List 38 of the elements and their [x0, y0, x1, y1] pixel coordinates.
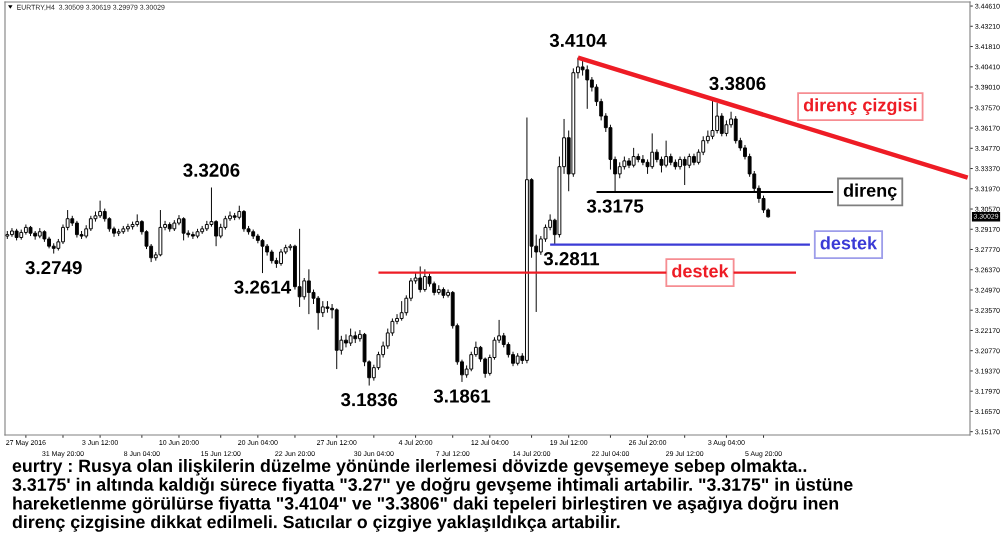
candlestick — [5, 230, 10, 240]
annotation: 3.1861 — [433, 389, 491, 403]
annotation: 3.1836 — [340, 393, 398, 407]
candlestick — [181, 216, 186, 241]
text: eurtry : Rusya olan ilişkilerin düzelme yönünde ilerlemesi dövizde gevşemeye sebep olmakta.. 3.3175' in altında kaldığı sürece fiyatta "3.27" ye doğru gevşeme ihtimali artabilir. "3.3175" in üstüne hareketlenme görülürse fiyatta "3.4104" ve "3.3806" daki tepeleri birleştiren ve aşağıya doğru inen direnç çizgisine dikkat edilmeli. Satıcılar o çizgiye yaklaşıldıkça artabilir. — [12, 459, 853, 532]
candlestick — [710, 100, 715, 140]
annotation: 3.4104 — [549, 33, 607, 48]
annotation: 3.2811 — [543, 252, 600, 266]
candlestick — [297, 228, 302, 308]
candlestick — [515, 352, 520, 366]
annotation: 3.3206 — [183, 163, 240, 177]
candlestick — [260, 238, 265, 274]
series-label: destek — [672, 264, 729, 278]
candlestick — [116, 228, 121, 237]
candlestick — [325, 300, 330, 314]
annotation: 3.2614 — [234, 280, 292, 294]
candlestick — [334, 307, 339, 370]
candlestick — [585, 64, 590, 110]
candlestick — [167, 221, 172, 233]
annotation: 3.3806 — [709, 76, 766, 91]
candlestick — [418, 265, 423, 293]
candlestick — [121, 225, 126, 235]
candlestick — [353, 330, 358, 344]
series-label: destek — [820, 236, 878, 250]
candlestick — [631, 147, 636, 168]
candlestick — [195, 228, 200, 239]
candlestick — [14, 228, 19, 241]
candlestick — [682, 156, 687, 186]
candlestick — [28, 225, 33, 237]
candlestick — [441, 286, 446, 299]
candlestick — [673, 158, 678, 171]
series-label: direnç — [843, 183, 897, 201]
annotation: 3.3175 — [586, 199, 644, 213]
annotation: 3.2749 — [25, 261, 82, 275]
candlestick — [348, 328, 353, 347]
candlestick — [158, 209, 163, 257]
series-label: direnç çizgisi — [803, 98, 917, 116]
candlestick — [172, 219, 177, 232]
